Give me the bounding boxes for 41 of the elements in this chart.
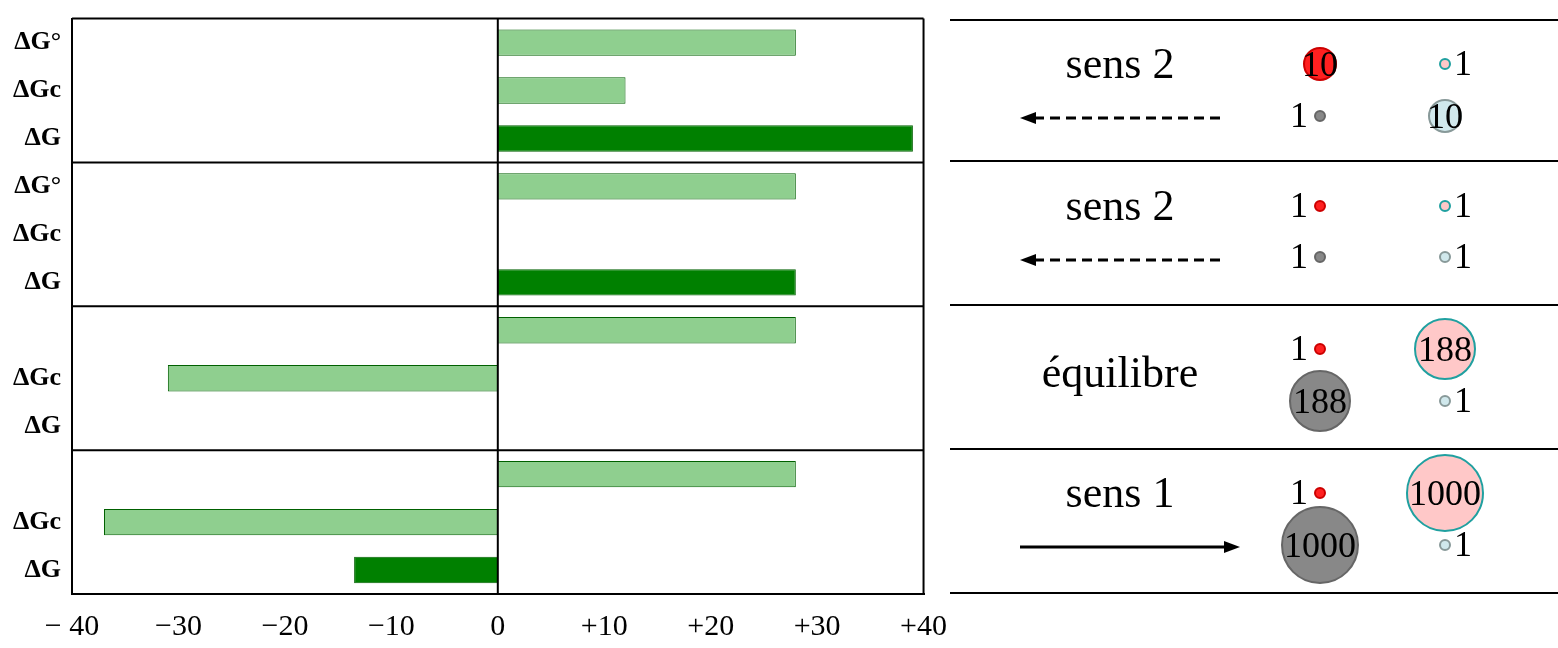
data-label: 1 <box>1454 183 1472 226</box>
category-label: sens 2 <box>1064 37 1176 89</box>
category-label: équilibre <box>1040 346 1200 398</box>
ball-icon: 10 <box>1428 98 1462 133</box>
x-tick-label: +20 <box>687 607 735 641</box>
y-tick-label: ΔG <box>24 122 62 152</box>
data-label: 1 <box>1454 41 1472 84</box>
x-tick-label: +30 <box>793 607 841 641</box>
ball-icon: 1000 <box>1281 506 1359 585</box>
ball-icon: 188 <box>1288 370 1351 433</box>
x-tick-label: −20 <box>261 607 309 641</box>
y-tick-label: ΔG <box>24 409 62 439</box>
data-label: 188 <box>1292 380 1347 423</box>
x-tick-label: − 40 <box>44 607 100 641</box>
x-tick-label: 0 <box>490 607 506 641</box>
x-tick-label: −10 <box>367 607 415 641</box>
data-label: 188 <box>1417 328 1472 371</box>
data-label: 1000 <box>1409 472 1481 515</box>
data-label: 1 <box>1290 235 1308 278</box>
y-tick-label: ΔG <box>24 266 62 296</box>
y-tick-label: ΔG <box>24 553 62 583</box>
category-label: sens 1 <box>1064 467 1176 519</box>
x-tick-label: +10 <box>580 607 628 641</box>
category-label: sens 2 <box>1064 179 1176 231</box>
ball-icon: 10 <box>1303 46 1337 81</box>
data-label: 1 <box>1290 93 1308 136</box>
y-tick-label: ΔGc <box>12 505 62 535</box>
x-tick-label: +40 <box>900 607 947 641</box>
data-label: 1 <box>1290 183 1308 226</box>
y-tick-label: ΔG° <box>14 170 62 200</box>
y-tick-label: ΔGc <box>12 218 62 248</box>
ball-icon: 188 <box>1413 318 1476 381</box>
data-label: 1 <box>1290 327 1308 370</box>
data-label: 1 <box>1454 235 1472 278</box>
y-tick-label: ΔG° <box>14 26 62 56</box>
data-label: 1000 <box>1284 524 1356 567</box>
y-tick-label: ΔGc <box>12 74 62 104</box>
data-label: 1 <box>1454 379 1472 422</box>
y-tick-label: ΔGc <box>12 361 62 391</box>
ball-icon: 1000 <box>1406 454 1484 533</box>
x-tick-label: −30 <box>155 607 202 641</box>
